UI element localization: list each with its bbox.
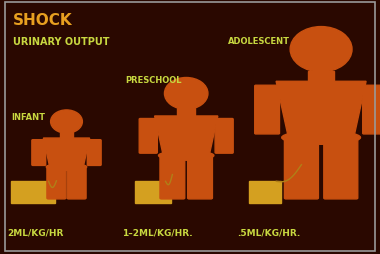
Text: SHOCK: SHOCK <box>13 13 73 28</box>
Ellipse shape <box>46 164 87 171</box>
FancyBboxPatch shape <box>188 155 212 199</box>
Bar <box>177 109 195 117</box>
Text: URINARY OUTPUT: URINARY OUTPUT <box>13 37 110 47</box>
FancyBboxPatch shape <box>255 86 280 134</box>
Ellipse shape <box>282 131 361 145</box>
FancyBboxPatch shape <box>67 166 86 199</box>
Ellipse shape <box>290 27 352 73</box>
Polygon shape <box>155 117 218 153</box>
FancyBboxPatch shape <box>215 119 233 154</box>
Text: PRESCHOOL: PRESCHOOL <box>125 76 182 85</box>
FancyBboxPatch shape <box>324 137 358 199</box>
FancyBboxPatch shape <box>284 137 318 199</box>
Text: .5ML/KG/HR.: .5ML/KG/HR. <box>238 227 301 236</box>
Text: INFANT: INFANT <box>11 113 45 122</box>
FancyBboxPatch shape <box>363 86 380 134</box>
Ellipse shape <box>51 110 82 134</box>
Text: 1–2ML/KG/HR.: 1–2ML/KG/HR. <box>122 227 192 236</box>
Bar <box>309 71 334 82</box>
Ellipse shape <box>165 78 208 110</box>
Bar <box>11 182 55 203</box>
Text: 2ML/KG/HR: 2ML/KG/HR <box>8 227 64 236</box>
Bar <box>249 182 281 203</box>
Bar <box>60 132 73 138</box>
FancyBboxPatch shape <box>87 140 101 166</box>
FancyBboxPatch shape <box>47 166 66 199</box>
FancyBboxPatch shape <box>32 140 46 166</box>
Text: ADOLESCENT: ADOLESCENT <box>228 37 290 46</box>
Polygon shape <box>43 138 90 166</box>
Ellipse shape <box>158 151 214 161</box>
Polygon shape <box>276 82 366 135</box>
FancyBboxPatch shape <box>160 155 185 199</box>
Bar <box>135 182 171 203</box>
FancyBboxPatch shape <box>139 119 157 154</box>
